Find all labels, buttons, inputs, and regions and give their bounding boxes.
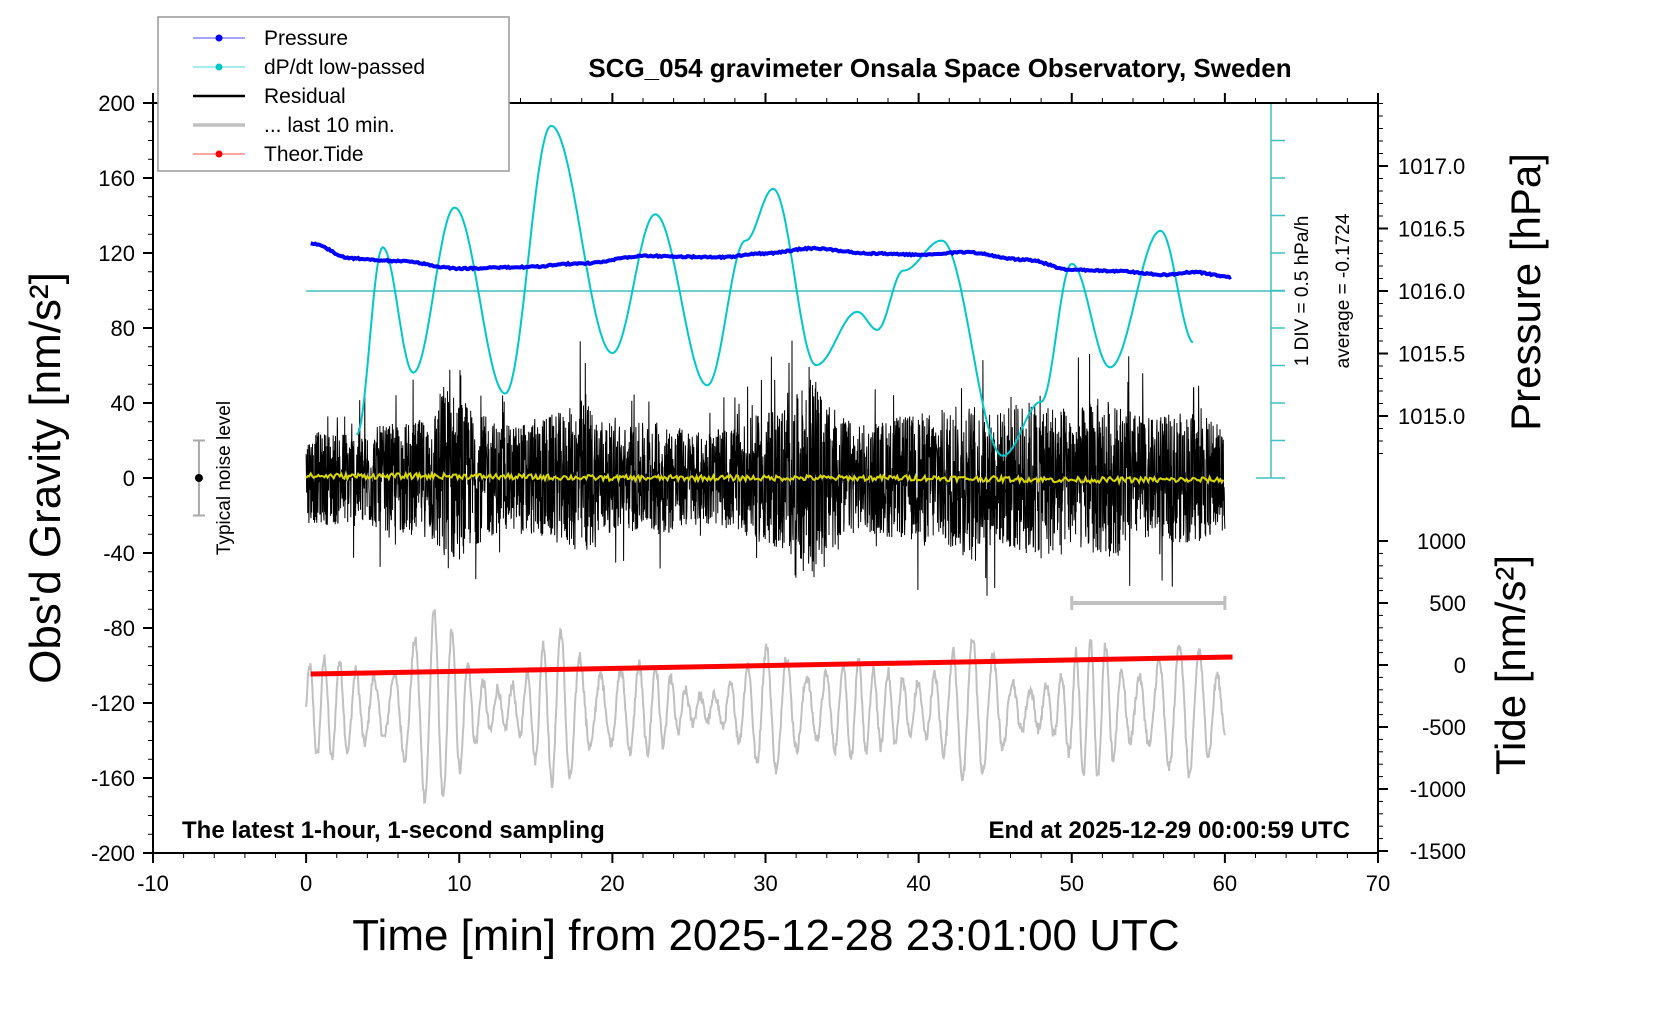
y-tick-label: 160 <box>98 166 135 191</box>
pressure-tick-label: 1016.5 <box>1398 217 1465 242</box>
y-tick-label: -40 <box>103 541 135 566</box>
tide-tick-label: 0 <box>1454 653 1466 678</box>
x-tick-label: 30 <box>753 871 777 896</box>
x-tick-label: 50 <box>1060 871 1084 896</box>
legend-label: dP/dt low-passed <box>264 56 425 79</box>
last-10-min-line <box>305 609 1226 805</box>
residual-line <box>305 340 1226 596</box>
end-time-annotation: End at 2025-12-29 00:00:59 UTC <box>989 817 1351 844</box>
y-tick-label: -120 <box>91 691 135 716</box>
plot-data-layer <box>192 102 1285 805</box>
y-tick-label: 40 <box>111 391 135 416</box>
y-tick-label: 200 <box>98 91 135 116</box>
tide-tick-label: -500 <box>1422 715 1466 740</box>
y-tick-label: -200 <box>91 841 135 866</box>
y-tick-label: -80 <box>103 616 135 641</box>
legend-label: Theor.Tide <box>264 143 364 166</box>
x-tick-label: -10 <box>137 871 169 896</box>
legend-marker <box>215 34 223 42</box>
pressure-tick-label: 1016.0 <box>1398 279 1465 304</box>
x-tick-label: 0 <box>300 871 312 896</box>
x-tick-label: 20 <box>600 871 624 896</box>
noise-level-label: Typical noise level <box>214 401 235 555</box>
x-tick-label: 70 <box>1366 871 1390 896</box>
average-label: average = -0.1724 <box>1333 213 1354 368</box>
div-label: 1 DIV = 0.5 hPa/h <box>1292 216 1313 367</box>
tide-tick-label: -1000 <box>1410 777 1466 802</box>
pressure-axis-label: Pressure [hPa] <box>1502 153 1549 431</box>
legend-box <box>157 16 510 172</box>
legend-marker <box>215 150 223 158</box>
theor-tide-line <box>310 654 1233 677</box>
pressure-tick-label: 1015.0 <box>1398 404 1465 429</box>
pressure-tick-label: 1015.5 <box>1398 342 1465 367</box>
legend-label: ... last 10 min. <box>264 114 395 137</box>
pressure-line <box>310 241 1232 280</box>
x-tick-label: 40 <box>906 871 930 896</box>
x-tick-label: 10 <box>447 871 471 896</box>
legend-label: Residual <box>264 85 346 108</box>
sampling-annotation: The latest 1-hour, 1-second sampling <box>182 817 605 844</box>
legend-marker <box>215 63 223 71</box>
y-tick-label: -160 <box>91 766 135 791</box>
x-axis-label: Time [min] from 2025-12-28 23:01:00 UTC <box>352 911 1179 960</box>
y-tick-label: 80 <box>111 316 135 341</box>
tide-axis-label: Tide [nm/s²] <box>1487 555 1534 775</box>
residual-smoothed-line <box>305 470 1225 487</box>
x-tick-label: 60 <box>1213 871 1237 896</box>
axes-layer: -10 0 10 20 30 40 50 60 70 200 160 120 80 40 0 -40 -80 -1… <box>91 91 1466 896</box>
tide-tick-label: -1500 <box>1410 839 1466 864</box>
tide-tick-label: 500 <box>1429 591 1466 616</box>
y-tick-label: 120 <box>98 241 135 266</box>
chart-title: SCG_054 gravimeter Onsala Space Observat… <box>588 53 1291 83</box>
noise-level-dot <box>194 474 203 482</box>
pressure-tick-label: 1017.0 <box>1398 154 1465 179</box>
legend-label: Pressure <box>264 27 348 50</box>
legend: Pressure dP/dt low-passed Residual ... last… <box>157 16 510 172</box>
y-axis-label: Obs'd Gravity [nm/s²] <box>21 272 70 684</box>
y-tick-label: 0 <box>123 466 135 491</box>
dpdt-line <box>355 124 1194 457</box>
tide-tick-label: 1000 <box>1417 529 1466 554</box>
